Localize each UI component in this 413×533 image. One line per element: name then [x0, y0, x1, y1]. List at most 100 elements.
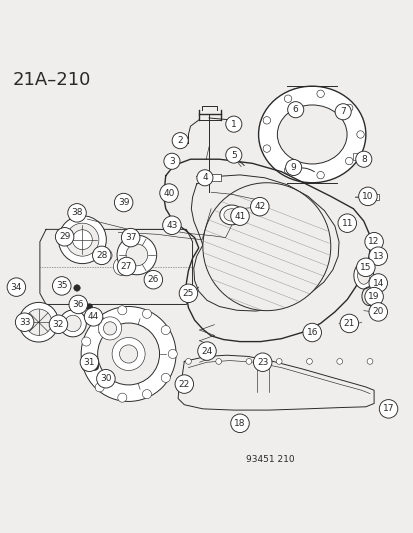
Text: 3: 3: [169, 157, 174, 166]
Circle shape: [66, 223, 99, 256]
Circle shape: [345, 104, 352, 111]
Circle shape: [356, 258, 374, 277]
Text: 21A–210: 21A–210: [13, 70, 91, 88]
Circle shape: [112, 337, 145, 370]
Text: 7: 7: [339, 107, 345, 116]
Circle shape: [93, 246, 111, 264]
Ellipse shape: [277, 105, 346, 164]
Circle shape: [121, 228, 140, 247]
Text: 2: 2: [177, 136, 183, 145]
Text: 10: 10: [361, 192, 373, 201]
Text: 37: 37: [125, 233, 136, 242]
Text: 8: 8: [360, 155, 366, 164]
Circle shape: [358, 187, 376, 206]
Text: 1: 1: [230, 119, 236, 128]
Text: 26: 26: [147, 275, 159, 284]
Circle shape: [100, 249, 112, 262]
Circle shape: [230, 207, 249, 225]
Circle shape: [144, 270, 162, 289]
Circle shape: [316, 172, 323, 179]
Circle shape: [69, 295, 87, 314]
Text: 39: 39: [118, 198, 129, 207]
Circle shape: [7, 278, 26, 296]
Circle shape: [253, 353, 271, 372]
Circle shape: [95, 316, 104, 325]
Circle shape: [113, 257, 131, 276]
Circle shape: [81, 362, 90, 371]
Text: 20: 20: [372, 308, 383, 317]
Circle shape: [142, 309, 151, 318]
Circle shape: [95, 383, 104, 392]
Circle shape: [117, 393, 126, 402]
Circle shape: [225, 116, 241, 132]
Text: 93451 210: 93451 210: [246, 455, 294, 464]
Text: 43: 43: [166, 221, 177, 230]
Circle shape: [179, 284, 197, 303]
Circle shape: [287, 102, 303, 118]
Circle shape: [339, 314, 358, 333]
Circle shape: [366, 359, 372, 364]
Text: 12: 12: [368, 237, 379, 246]
Circle shape: [263, 145, 270, 152]
Text: 23: 23: [256, 358, 268, 367]
Text: 5: 5: [230, 151, 236, 159]
Text: 6: 6: [292, 105, 298, 114]
Bar: [353, 153, 363, 160]
Circle shape: [250, 197, 268, 216]
Text: 34: 34: [11, 282, 22, 292]
Text: 33: 33: [19, 318, 30, 327]
Circle shape: [114, 193, 133, 212]
Circle shape: [345, 157, 352, 165]
Text: 40: 40: [163, 189, 174, 198]
Circle shape: [96, 369, 115, 388]
Circle shape: [68, 204, 86, 222]
Circle shape: [172, 133, 188, 149]
Circle shape: [197, 169, 212, 186]
Circle shape: [306, 359, 311, 364]
Circle shape: [52, 277, 71, 295]
Circle shape: [368, 274, 387, 292]
Ellipse shape: [353, 262, 373, 289]
Circle shape: [117, 235, 156, 274]
Text: 42: 42: [254, 202, 265, 211]
Circle shape: [49, 315, 68, 334]
Circle shape: [225, 147, 241, 163]
Text: 44: 44: [88, 312, 99, 321]
Text: 35: 35: [56, 281, 67, 290]
Circle shape: [185, 359, 191, 364]
Ellipse shape: [219, 205, 243, 225]
Text: 29: 29: [59, 232, 70, 241]
Circle shape: [334, 104, 350, 120]
Circle shape: [168, 350, 177, 359]
Circle shape: [81, 306, 176, 401]
Circle shape: [302, 324, 320, 342]
Circle shape: [55, 228, 74, 246]
Circle shape: [58, 216, 106, 264]
Text: 32: 32: [52, 320, 64, 329]
Circle shape: [263, 117, 270, 124]
Circle shape: [368, 303, 387, 321]
Circle shape: [86, 304, 93, 310]
Circle shape: [368, 247, 387, 265]
Circle shape: [316, 90, 323, 98]
Circle shape: [215, 359, 221, 364]
Circle shape: [80, 353, 98, 372]
Circle shape: [98, 317, 121, 340]
Ellipse shape: [64, 315, 81, 332]
Circle shape: [126, 244, 147, 266]
Bar: [369, 194, 378, 200]
Text: 18: 18: [234, 419, 245, 428]
Circle shape: [364, 287, 382, 306]
Circle shape: [284, 166, 291, 174]
Circle shape: [97, 323, 159, 385]
Text: 21: 21: [343, 319, 354, 328]
Circle shape: [355, 151, 371, 167]
Ellipse shape: [357, 267, 369, 284]
Circle shape: [72, 230, 92, 249]
Text: 4: 4: [202, 173, 207, 182]
Text: 19: 19: [368, 292, 379, 301]
Text: 9: 9: [290, 163, 296, 172]
Circle shape: [161, 373, 170, 382]
Circle shape: [84, 308, 102, 326]
Circle shape: [245, 359, 251, 364]
